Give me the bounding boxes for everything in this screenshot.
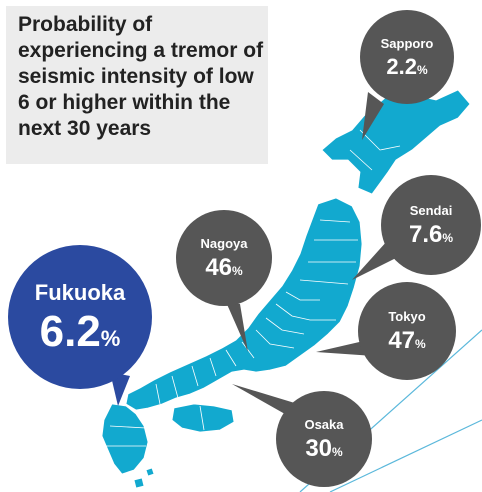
sendai-bubble: Sendai 7.6% xyxy=(381,175,481,275)
osaka-label: Osaka xyxy=(304,417,344,432)
osaka-value: 30 xyxy=(305,435,333,462)
hokkaido-region xyxy=(321,83,471,195)
tokyo-unit: % xyxy=(415,337,426,351)
tokyo-value: 47 xyxy=(388,327,416,354)
sendai-label: Sendai xyxy=(409,203,453,218)
sendai-unit: % xyxy=(442,231,454,245)
sapporo-bubble: Sapporo 2.2% xyxy=(360,10,454,104)
fukuoka-unit: % xyxy=(100,326,121,351)
fukuoka-label: Fukuoka xyxy=(34,280,126,305)
sapporo-unit: % xyxy=(416,63,428,77)
sendai-value: 7.6 xyxy=(408,221,443,248)
nagoya-bubble: Nagoya 46% xyxy=(176,210,272,306)
map-title: Probability of experiencing a tremor of … xyxy=(18,13,264,140)
osaka-bubble: Osaka 30% xyxy=(276,391,372,487)
fukuoka-bubble: Fukuoka 6.2% xyxy=(8,245,152,389)
osaka-unit: % xyxy=(332,445,343,459)
tokyo-bubble: Tokyo 47% xyxy=(358,282,456,380)
sapporo-label: Sapporo xyxy=(380,36,434,51)
nagoya-value: 46 xyxy=(205,254,233,281)
honshu-region xyxy=(125,197,363,411)
shikoku-region xyxy=(171,403,235,433)
island xyxy=(145,467,155,477)
kyushu-region xyxy=(101,403,149,475)
tokyo-label: Tokyo xyxy=(388,309,426,324)
japan-landmass xyxy=(101,83,471,489)
fukuoka-value: 6.2 xyxy=(39,307,101,356)
sapporo-pointer xyxy=(362,92,384,140)
grid-line xyxy=(329,419,482,492)
sapporo-value: 2.2 xyxy=(386,54,417,79)
title-panel xyxy=(6,6,268,164)
nagoya-pointer xyxy=(226,302,248,352)
osaka-pointer xyxy=(232,384,298,418)
nagoya-label: Nagoya xyxy=(200,236,248,251)
fukuoka-pointer xyxy=(110,372,130,406)
island xyxy=(133,477,145,489)
nagoya-unit: % xyxy=(232,264,243,278)
prefecture-borders xyxy=(106,129,401,447)
